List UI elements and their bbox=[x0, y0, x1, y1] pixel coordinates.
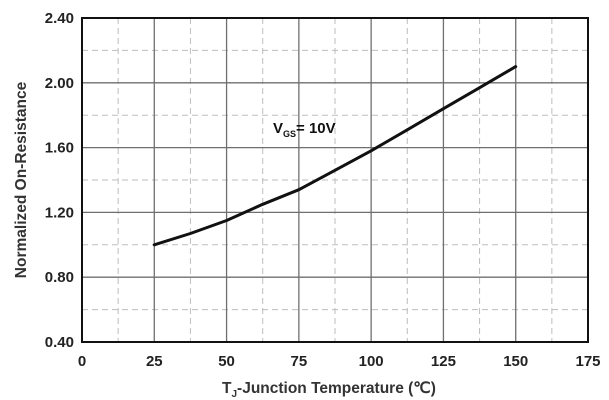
vgs-annotation: VGS= 10V bbox=[273, 120, 336, 139]
y-tick-labels: 0.40 0.80 1.20 1.60 2.00 2.40 bbox=[45, 10, 74, 351]
y-tick-label: 2.00 bbox=[45, 75, 74, 92]
x-axis-title: TJ-Junction Temperature (℃) bbox=[222, 380, 436, 400]
y-axis-title: Normalized On-Resistance bbox=[13, 81, 30, 278]
y-tick-label: 0.80 bbox=[45, 269, 74, 286]
y-tick-label: 1.20 bbox=[45, 204, 74, 221]
x-tick-label: 50 bbox=[218, 353, 235, 370]
x-tick-label: 0 bbox=[78, 353, 86, 370]
x-tick-labels: 0 25 50 75 100 125 150 175 bbox=[78, 353, 601, 370]
x-tick-label: 150 bbox=[503, 353, 528, 370]
y-tick-label: 2.40 bbox=[45, 10, 74, 27]
series-layer bbox=[152, 65, 518, 247]
y-tick-label: 0.40 bbox=[45, 334, 74, 351]
series-line bbox=[152, 65, 518, 247]
x-tick-label: 75 bbox=[291, 353, 308, 370]
x-tick-label: 175 bbox=[575, 353, 600, 370]
minor-grid bbox=[82, 18, 588, 342]
plot-frame bbox=[81, 17, 589, 343]
x-tick-label: 25 bbox=[146, 353, 163, 370]
x-tick-label: 125 bbox=[431, 353, 456, 370]
y-tick-label: 1.60 bbox=[45, 140, 74, 157]
x-tick-label: 100 bbox=[359, 353, 384, 370]
